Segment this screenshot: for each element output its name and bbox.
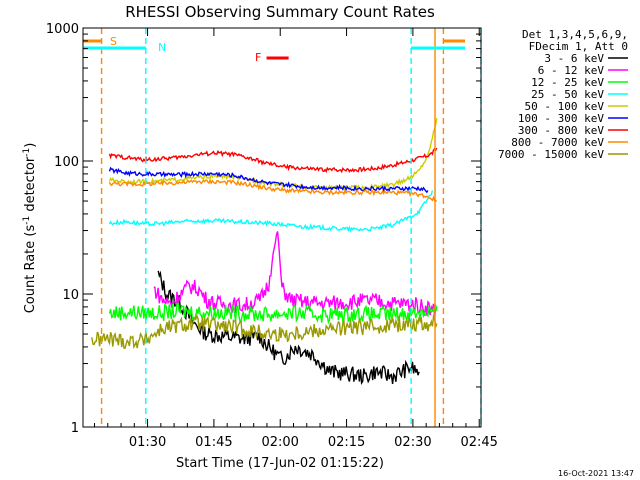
y-axis-label: Count Rate (s-1 detector-1) — [22, 143, 38, 314]
x-axis-label: Start Time (17-Jun-02 01:15:22) — [176, 456, 384, 471]
series-line — [108, 166, 429, 194]
legend: Det 1,3,4,5,6,9, FDecim 1, Att 0 3 - 6 k… — [498, 28, 628, 161]
y-tick-label: 100 — [54, 155, 79, 170]
annotation-label: F — [255, 51, 261, 64]
legend-entry-label: 3 - 6 keV — [544, 52, 604, 65]
legend-entry-label: 7000 - 15000 keV — [498, 148, 604, 161]
legend-entry-label: 6 - 12 keV — [538, 64, 605, 77]
footer-timestamp: 16-Oct-2021 13:47 — [558, 469, 634, 478]
y-tick-label: 1 — [71, 421, 79, 436]
series-line — [108, 117, 438, 191]
legend-header-line-1: Det 1,3,4,5,6,9, — [522, 28, 628, 41]
annotation-layer: S N F — [83, 28, 482, 427]
legend-entry-label: 100 - 300 keV — [518, 112, 604, 125]
series-layer — [91, 117, 438, 386]
annotation-label: N — [158, 41, 166, 54]
legend-entry-label: 50 - 100 keV — [525, 100, 605, 113]
legend-entry-label: 12 - 25 keV — [531, 76, 604, 89]
series-line — [108, 190, 434, 233]
x-tick-label: 01:30 — [129, 435, 166, 450]
x-tick-label: 02:00 — [261, 435, 298, 450]
series-line — [108, 178, 437, 202]
x-tick-label: 01:45 — [195, 435, 232, 450]
legend-entry-label: 25 - 50 keV — [531, 88, 604, 101]
series-line — [108, 147, 438, 174]
series-line — [91, 313, 438, 350]
x-ticks: 01:30 01:45 02:00 02:15 02:30 02:45 — [93, 28, 498, 450]
y-tick-label: 1000 — [46, 22, 79, 37]
legend-entry-label: 300 - 800 keV — [518, 124, 604, 137]
x-tick-label: 02:45 — [460, 435, 497, 450]
x-tick-label: 02:30 — [394, 435, 431, 450]
legend-entry-label: 800 - 7000 keV — [511, 136, 604, 149]
annotation-label: S — [110, 35, 117, 48]
chart-title: RHESSI Observing Summary Count Rates — [125, 3, 435, 21]
series-line — [108, 302, 438, 325]
x-tick-label: 02:15 — [328, 435, 365, 450]
y-ticks: 1 10 100 1000 — [46, 22, 481, 436]
legend-header-line-2: FDecim 1, Att 0 — [529, 40, 628, 53]
y-tick-label: 10 — [62, 288, 79, 303]
series-line — [153, 231, 438, 317]
plot-frame — [82, 27, 482, 428]
